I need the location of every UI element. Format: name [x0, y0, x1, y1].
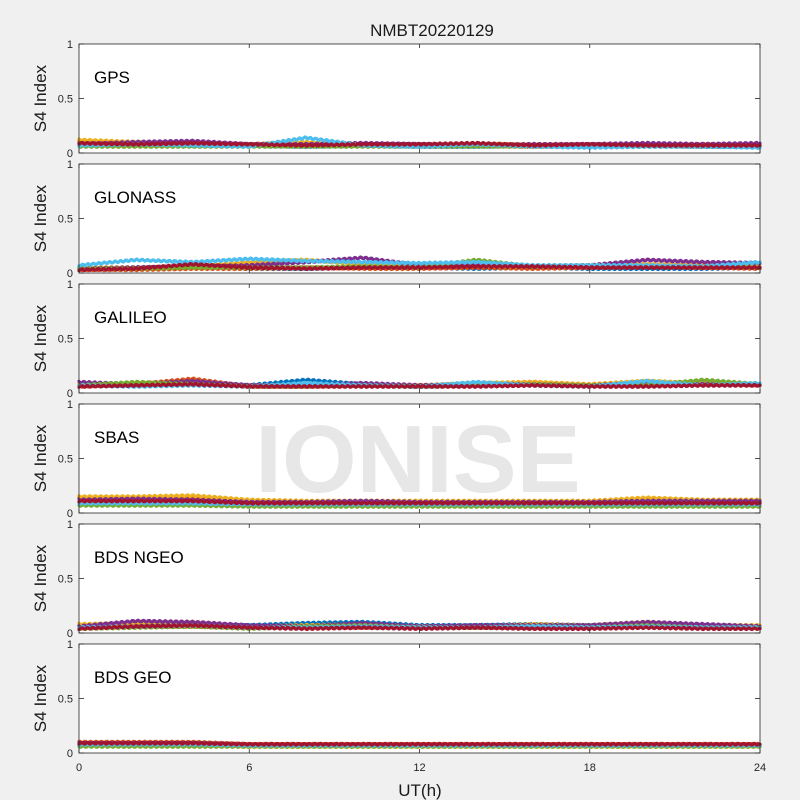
y-tick-label: 0.5 [58, 94, 73, 106]
panel-label: GPS [94, 68, 130, 87]
axes-background [79, 44, 760, 153]
y-tick-label: 1 [67, 39, 73, 51]
y-axis-label: S4 Index [31, 64, 50, 132]
axes-background [79, 164, 760, 273]
